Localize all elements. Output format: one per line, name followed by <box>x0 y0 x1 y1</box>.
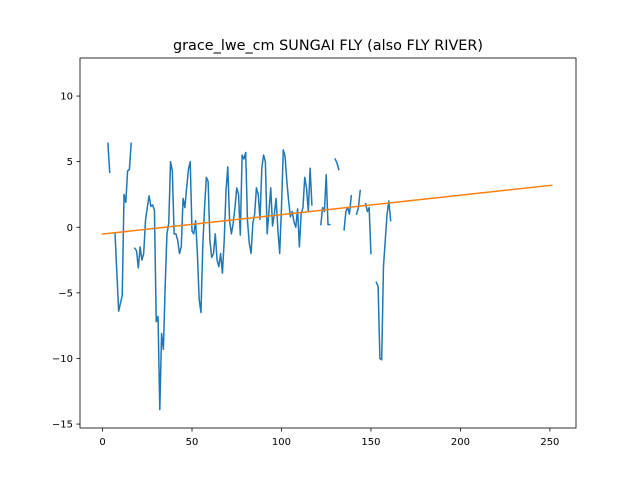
x-tick-label: 250 <box>540 437 559 448</box>
series-1-line-segment-8 <box>364 202 372 255</box>
series-1-line-segment-1 <box>107 142 111 173</box>
y-tick-label: 0 <box>67 223 73 234</box>
x-tick-label: 0 <box>99 437 105 448</box>
series-2-trend-line <box>101 184 553 235</box>
series-1-line-segment-2 <box>114 142 132 312</box>
series-1-line-segment-7 <box>355 189 362 216</box>
y-tick-label: −10 <box>52 354 73 365</box>
x-tick-label: 200 <box>451 437 470 448</box>
y-tick-label: 10 <box>60 92 73 103</box>
y-tick-label: −5 <box>58 288 73 299</box>
y-axis: −15 −10 −5 0 5 10 <box>52 92 80 431</box>
series-1-line-segment-9 <box>375 200 392 361</box>
x-tick-label: 150 <box>361 437 380 448</box>
plot-area <box>101 142 553 411</box>
y-tick-label: −15 <box>52 420 73 431</box>
chart-title: grace_lwe_cm SUNGAI FLY (also FLY RIVER) <box>173 38 483 54</box>
y-tick-label: 5 <box>67 157 73 168</box>
x-axis: 0 50 100 150 200 250 <box>99 428 559 448</box>
axes-frame <box>79 57 577 429</box>
series-1-line-segment-3 <box>133 149 313 411</box>
series-1-line-segment-5 <box>334 158 340 171</box>
x-tick-label: 100 <box>272 437 291 448</box>
x-tick-label: 50 <box>186 437 199 448</box>
